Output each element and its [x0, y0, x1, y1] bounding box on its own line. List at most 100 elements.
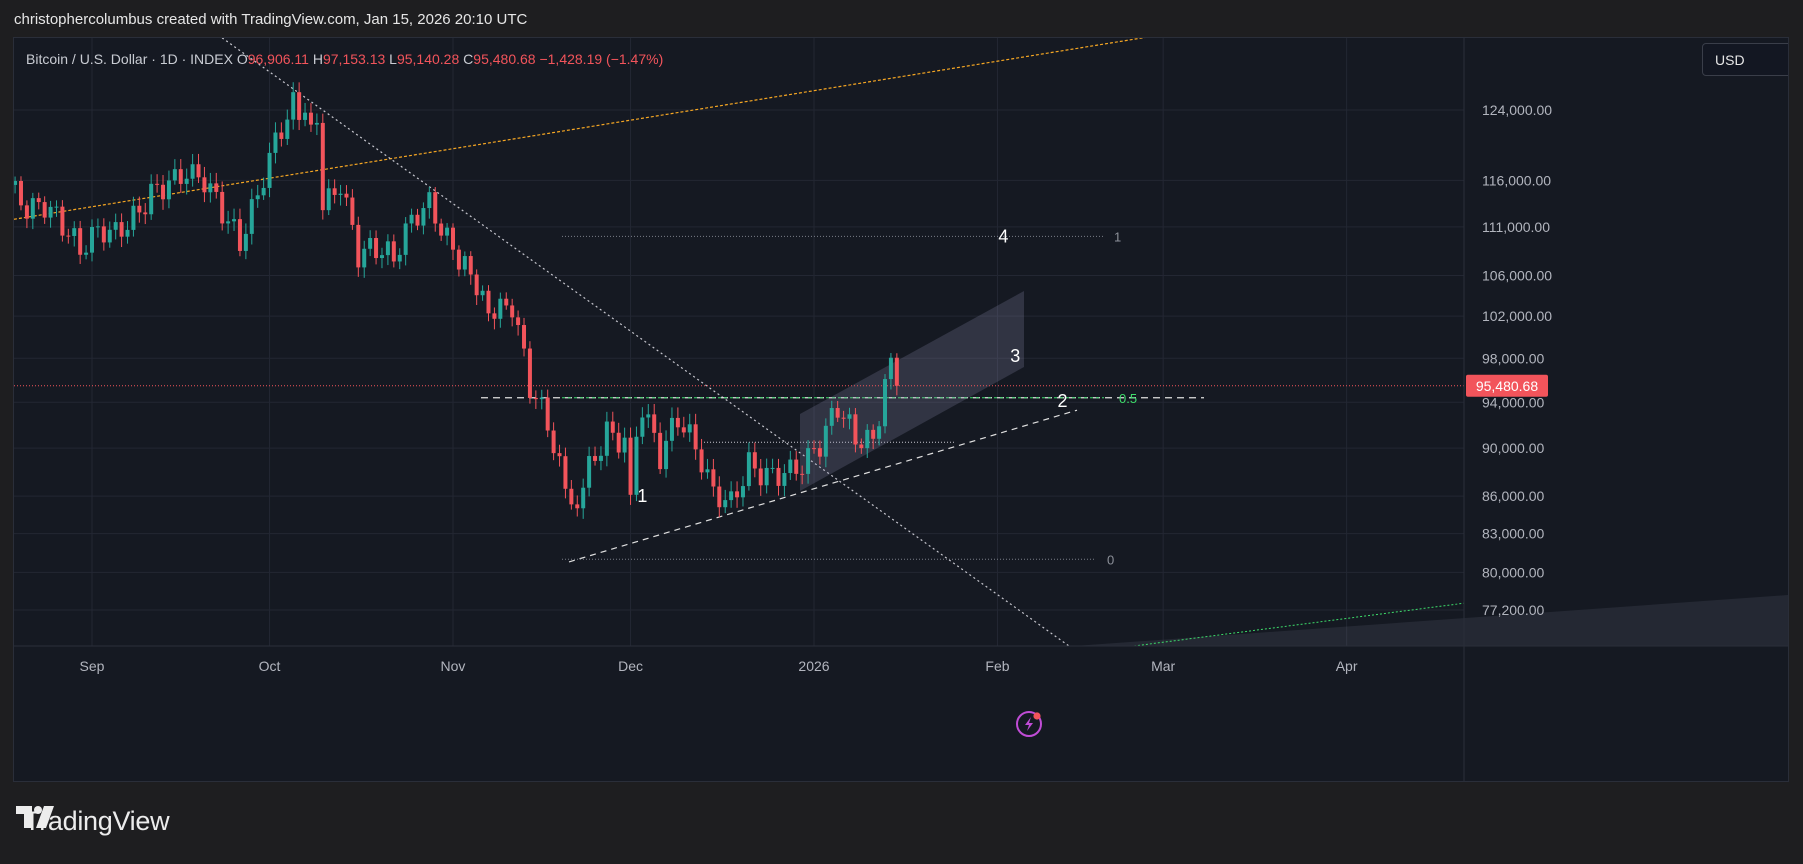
credit-text: christophercolumbus created with Trading… [14, 11, 528, 28]
candle-body [261, 187, 266, 196]
annotation-labels: 1 2 3 4 1 0.5 0 [637, 226, 1137, 567]
candle-body [823, 425, 828, 457]
candle-body [338, 193, 343, 195]
candle-body [794, 459, 799, 474]
close-value: 95,480.68 [473, 51, 536, 67]
x-tick-label: Nov [441, 658, 466, 674]
candle-body [166, 180, 171, 200]
candle-body [563, 456, 568, 489]
candle-body [533, 397, 538, 400]
candle-body [113, 222, 118, 230]
candle-body [314, 122, 319, 125]
candle-body [865, 429, 870, 449]
trendlines[interactable] [14, 38, 1788, 647]
candle-body [379, 255, 384, 259]
candle-body [598, 455, 603, 461]
candle-body [740, 486, 745, 498]
candle-body [362, 248, 367, 268]
candle-body [539, 397, 544, 400]
open-value: 96,906.11 [247, 51, 309, 67]
candle-body [433, 192, 438, 224]
y-tick-label: 83,000.00 [1482, 526, 1544, 542]
candle-body [101, 226, 106, 243]
green-trendline [1133, 602, 1465, 647]
candle-body [24, 205, 29, 219]
candle-body [581, 487, 586, 509]
orange-trendline [14, 38, 1146, 220]
candle-body [66, 235, 71, 237]
candle-body [646, 414, 651, 418]
wave-label: 2 [1058, 391, 1068, 411]
candle-body [616, 432, 621, 453]
low-label: L [389, 51, 397, 67]
x-tick-label: Feb [985, 658, 1009, 674]
candle-body [350, 197, 355, 225]
high-label: H [312, 51, 323, 67]
change-value: −1,428.19 (−1.47%) [539, 51, 664, 67]
candle-body [214, 183, 219, 192]
y-tick-label: 111,000.00 [1482, 219, 1550, 235]
candle-body [320, 122, 325, 211]
x-tick-label: Sep [80, 658, 105, 674]
candle-body [131, 205, 136, 230]
fib-level-label: 0.5 [1119, 391, 1137, 406]
candle-body [184, 178, 189, 184]
candle-body [297, 92, 302, 120]
price-chart[interactable]: 124,000.00 116,000.00 111,000.00 106,000.00… [14, 38, 1788, 781]
candle-body [60, 206, 65, 236]
candle-body [30, 198, 35, 219]
currency-button[interactable]: USD [1702, 43, 1788, 76]
candle-body [569, 488, 574, 505]
candle-body [474, 274, 479, 296]
candle-body [397, 254, 402, 262]
candle-body [545, 397, 550, 431]
candle-body [859, 444, 864, 449]
candle-body [853, 414, 858, 445]
y-tick-label: 98,000.00 [1482, 350, 1544, 366]
candle-body [604, 421, 609, 456]
tradingview-logo-icon [16, 806, 54, 828]
candle-body [137, 205, 142, 213]
candle-body [782, 473, 787, 486]
candle-body [699, 449, 704, 473]
candle-body [456, 249, 461, 270]
candle-body [829, 408, 834, 426]
tradingview-logo[interactable]: TradingView [16, 806, 170, 836]
candle-body [522, 325, 527, 349]
candle-body [527, 348, 532, 398]
candle-body [178, 169, 183, 184]
candle-body [84, 252, 89, 255]
candle-body [462, 256, 467, 270]
candle-body [190, 164, 195, 179]
chart-panel[interactable]: 124,000.00 116,000.00 111,000.00 106,000.00… [13, 37, 1789, 782]
candle-body [841, 417, 846, 419]
candle-body [575, 504, 580, 509]
candle-body [161, 184, 166, 200]
y-tick-label: 80,000.00 [1482, 564, 1544, 580]
candle-body [208, 183, 213, 193]
candle-body [610, 421, 615, 433]
candle-body [226, 221, 231, 224]
candle-body [480, 290, 485, 296]
candle-body [14, 181, 18, 185]
candle-body [516, 317, 521, 326]
candle-body [48, 206, 53, 218]
candle-body [36, 198, 41, 203]
candle-body [356, 224, 361, 268]
candle-body [800, 473, 805, 475]
candle-body [232, 219, 237, 222]
candle-body [439, 223, 444, 236]
candle-body [705, 469, 710, 473]
candle-body [776, 467, 781, 486]
low-value: 95,140.28 [396, 51, 460, 67]
ohlc-legend: Bitcoin / U.S. Dollar · 1D · INDEX O96,9… [26, 51, 663, 67]
candle-body [273, 132, 278, 153]
candle-body [374, 238, 379, 259]
fib-level-label: 1 [1114, 229, 1121, 244]
symbol-title[interactable]: Bitcoin / U.S. Dollar · 1D · INDEX [26, 51, 233, 67]
candle-body [883, 379, 888, 427]
candle-body [149, 183, 154, 215]
last-price-label: 95,480.68 [1476, 378, 1538, 394]
lightning-icon[interactable] [1016, 711, 1042, 737]
candle-body [758, 468, 763, 486]
